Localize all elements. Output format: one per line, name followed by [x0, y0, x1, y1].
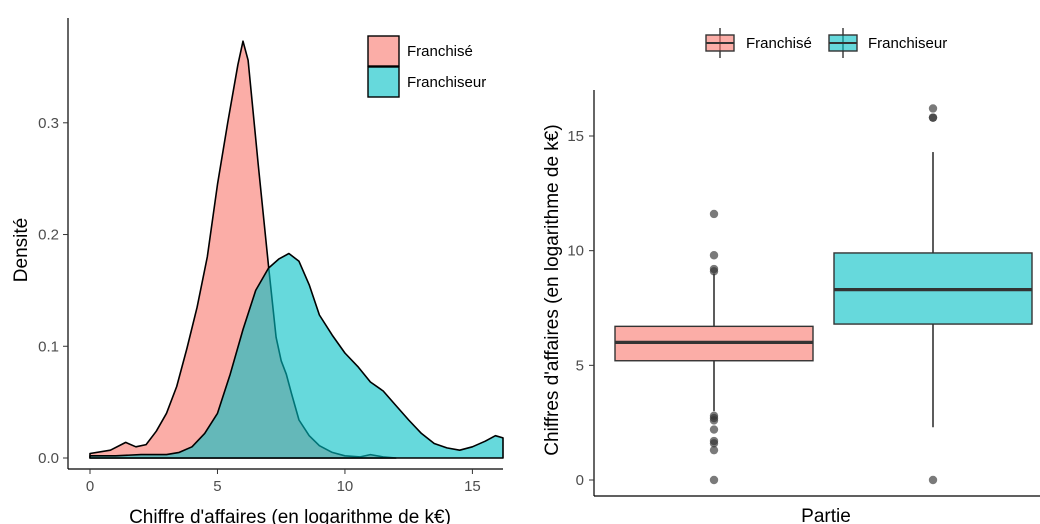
outlier-point-franchise: [709, 475, 719, 485]
x-axis-title: Chiffre d'affaires (en logarithme de k€): [129, 507, 451, 524]
x-tick-label: 0: [86, 478, 94, 495]
outlier-point-franchise: [709, 267, 719, 276]
outlier-point-franchiseur: [928, 475, 938, 485]
outlier-point-franchise: [709, 425, 719, 434]
legend-label: Franchiseur: [868, 35, 947, 52]
outlier-point-franchise: [709, 445, 719, 455]
y-axis-title: Densité: [11, 218, 32, 282]
legend-swatch: [367, 35, 400, 67]
outlier-point-franchiseur: [928, 113, 938, 122]
y-tick-label: 10: [567, 243, 584, 260]
y-tick-label: 0.2: [38, 227, 59, 244]
x-tick-label: 5: [213, 478, 221, 495]
x-axis-title: Partie: [801, 506, 851, 524]
y-tick-label: 0.3: [38, 115, 59, 132]
density-area-franchiseur: [89, 252, 504, 459]
outlier-point-franchiseur: [928, 104, 938, 113]
outlier-point-franchise: [709, 416, 719, 425]
outlier-point-franchise: [709, 251, 719, 260]
legend-swatch: [367, 66, 400, 98]
boxplot-panel: 0 5 10 15 Partie Chiffres d'affaires (en loga…: [542, 28, 1040, 524]
y-tick-label: 0.1: [38, 338, 59, 355]
y-axis-title: Chiffres d'affaires (en logarithme de k€…: [542, 124, 563, 455]
legend-label: Franchisé: [407, 43, 473, 60]
legend-label: Franchiseur: [407, 74, 486, 91]
y-tick-label: 0: [576, 472, 584, 489]
density-panel: 0 5 10 15 0.0 0.1 0.2 0.3 Chiffre d'affaires (en…: [11, 18, 504, 524]
outlier-point-franchise: [709, 439, 719, 448]
y-tick-label: 15: [567, 128, 584, 145]
legend-label: Franchisé: [746, 35, 812, 52]
outlier-point-franchise: [709, 209, 719, 219]
y-tick-label: 0.0: [38, 450, 59, 467]
x-tick-label: 15: [464, 478, 481, 495]
x-tick-label: 10: [337, 478, 354, 495]
y-tick-label: 5: [576, 357, 584, 374]
